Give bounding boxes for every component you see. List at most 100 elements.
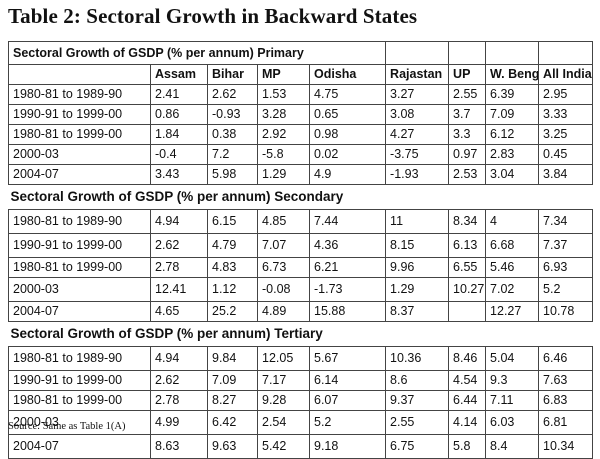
section-header-tertiary: Sectoral Growth of GSDP (% per annum) Te… [9, 322, 593, 347]
column-header: Rajastan [385, 64, 450, 85]
value-cell: 6.46 [538, 346, 594, 371]
period-cell: 1980-81 to 1989-90 [8, 84, 151, 105]
value-cell: 8.37 [385, 301, 450, 322]
value-cell: 4.14 [448, 410, 487, 435]
value-cell: 6.07 [308, 390, 387, 411]
value-cell: 3.27 [385, 84, 450, 105]
value-cell: 0.02 [308, 144, 387, 165]
value-cell: 9.84 [207, 346, 258, 371]
value-cell: 2.78 [150, 390, 208, 411]
table-row: 1980-81 to 1989-90 2.41 2.62 1.53 4.75 3.27 2.… [8, 84, 594, 105]
section-header-secondary: Sectoral Growth of GSDP (% per annum) Se… [9, 185, 593, 210]
value-cell: 4.99 [150, 410, 208, 435]
value-cell: 0.97 [448, 144, 487, 165]
table-row: 2004-07 8.63 9.63 5.42 9.18 6.75 5.8 8.4 10.34 [8, 434, 594, 459]
value-cell: 7.34 [538, 209, 594, 234]
table-row: 1980-81 to 1999-00 2.78 4.83 6.73 6.21 9.96 6.… [8, 257, 594, 278]
value-cell: 2.41 [150, 84, 208, 105]
value-cell: -3.75 [385, 144, 450, 165]
value-cell: 7.63 [538, 370, 594, 391]
value-cell: 0.65 [308, 104, 387, 125]
section-header-primary: Sectoral Growth of GSDP (% per annum) Pr… [7, 41, 594, 65]
value-cell: 7.37 [538, 233, 594, 258]
period-cell: 2000-03 [8, 410, 151, 435]
value-cell: 6.13 [448, 233, 487, 258]
value-cell: 7.44 [308, 209, 387, 234]
value-cell: 7.09 [485, 104, 540, 125]
period-cell: 1990-91 to 1999-00 [8, 370, 151, 391]
value-cell: 6.93 [538, 257, 594, 278]
value-cell: 5.04 [485, 346, 540, 371]
value-cell: 5.46 [485, 257, 540, 278]
value-cell: 2.92 [257, 124, 310, 145]
value-cell: 12.41 [150, 277, 208, 302]
period-cell: 2000-03 [8, 277, 151, 302]
table-row: 1980-81 to 1999-00 2.78 8.27 9.28 6.07 9.37 6.… [8, 390, 594, 411]
value-cell: 15.88 [308, 301, 387, 322]
value-cell: 2.62 [150, 370, 208, 391]
value-cell: -5.8 [257, 144, 310, 165]
value-cell: 4.54 [448, 370, 487, 391]
value-cell: 2.54 [257, 410, 310, 435]
value-cell: 4.79 [207, 233, 258, 258]
value-cell: 2.62 [150, 233, 208, 258]
value-cell: 2.83 [485, 144, 540, 165]
table-row: 2000-03 -0.4 7.2 -5.8 0.02 -3.75 0.97 2.83 0.45 [8, 144, 594, 165]
value-cell: 6.12 [485, 124, 540, 145]
value-cell: 6.44 [448, 390, 487, 411]
value-cell: -0.08 [257, 277, 310, 302]
table-row: 2000-03 12.41 1.12 -0.08 -1.73 1.29 10.27 7.02 5… [8, 277, 594, 302]
value-cell: 5.2 [308, 410, 387, 435]
value-cell: 7.09 [207, 370, 258, 391]
period-cell: 2004-07 [8, 301, 151, 322]
value-cell: 7.2 [207, 144, 258, 165]
value-cell: 8.4 [485, 434, 540, 459]
value-cell: 4.27 [385, 124, 450, 145]
value-cell: 3.04 [485, 164, 540, 185]
value-cell: -1.73 [308, 277, 387, 302]
period-cell: 1990-91 to 1999-00 [8, 104, 151, 125]
value-cell: 6.14 [308, 370, 387, 391]
value-cell: 7.02 [485, 277, 540, 302]
value-cell: 5.98 [207, 164, 258, 185]
value-cell: 12.27 [485, 301, 540, 322]
value-cell: 4 [485, 209, 540, 234]
table-row: 1980-81 to 1989-90 4.94 9.84 12.05 5.67 10.36… [8, 346, 594, 371]
period-cell: 1980-81 to 1999-00 [8, 390, 151, 411]
column-header: Bihar [207, 64, 258, 85]
value-cell: 3.43 [150, 164, 208, 185]
value-cell: 2.55 [448, 84, 487, 105]
value-cell: 9.37 [385, 390, 450, 411]
value-cell: 0.38 [207, 124, 258, 145]
value-cell: 10.27 [448, 277, 487, 302]
value-cell: 8.27 [207, 390, 258, 411]
value-cell: 9.28 [257, 390, 310, 411]
table-row: 1990-91 to 1999-00 2.62 4.79 7.07 4.36 8.15 6.… [8, 233, 594, 258]
value-cell: 6.83 [538, 390, 594, 411]
period-cell: 2000-03 [8, 144, 151, 165]
value-cell: 6.81 [538, 410, 594, 435]
column-header: Odisha [308, 64, 387, 85]
value-cell: 4.89 [257, 301, 310, 322]
value-cell: 2.55 [385, 410, 450, 435]
source-note: Source: Same as Table 1(A) [8, 421, 126, 432]
value-cell: -0.4 [150, 144, 208, 165]
value-cell: 25.2 [207, 301, 258, 322]
value-cell: 9.63 [207, 434, 258, 459]
value-cell: 4.85 [257, 209, 310, 234]
value-cell: 7.07 [257, 233, 310, 258]
table-row: 1990-91 to 1999-00 2.62 7.09 7.17 6.14 8.6 4.5… [8, 370, 594, 391]
value-cell: 4.75 [308, 84, 387, 105]
value-cell: 2.95 [538, 84, 594, 105]
value-cell: 4.83 [207, 257, 258, 278]
value-cell: -1.93 [385, 164, 450, 185]
value-cell: 6.68 [485, 233, 540, 258]
value-cell: 6.15 [207, 209, 258, 234]
value-cell: 9.3 [485, 370, 540, 391]
section-label-tertiary: Sectoral Growth of GSDP (% per annum) Te… [10, 326, 323, 341]
value-cell: 12.05 [257, 346, 310, 371]
period-cell: 1990-91 to 1999-00 [8, 233, 151, 258]
value-cell: 2.62 [207, 84, 258, 105]
value-cell: 1.53 [257, 84, 310, 105]
